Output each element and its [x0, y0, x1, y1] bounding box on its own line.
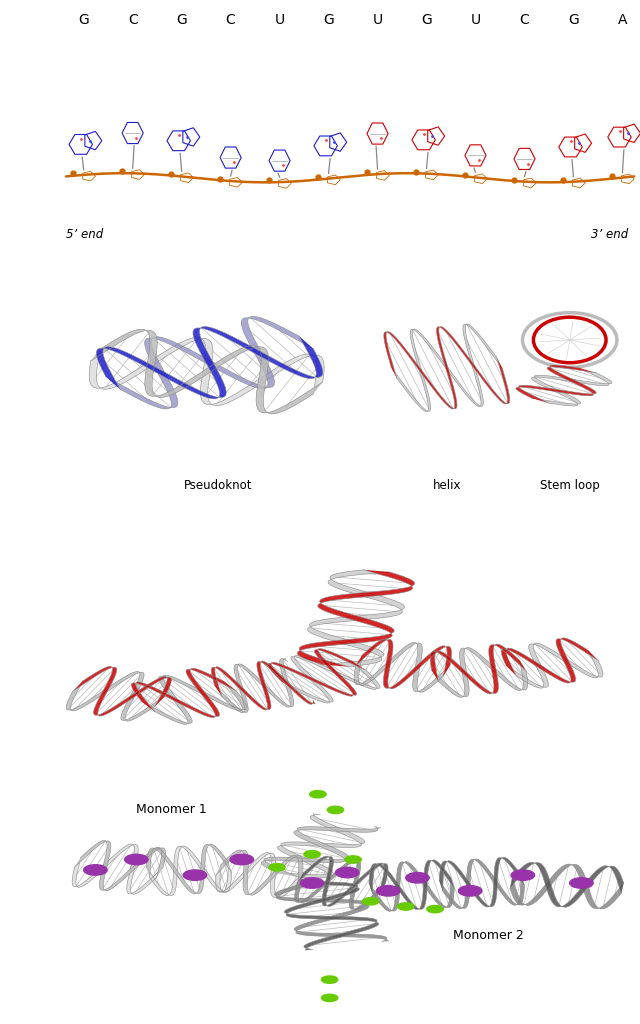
- Circle shape: [321, 976, 338, 983]
- Text: Tertiary: Tertiary: [20, 601, 35, 669]
- Text: 3’ end: 3’ end: [591, 228, 628, 242]
- Polygon shape: [356, 639, 452, 689]
- Polygon shape: [531, 368, 612, 406]
- Polygon shape: [282, 655, 380, 703]
- Circle shape: [304, 851, 320, 858]
- Text: G: G: [323, 12, 334, 27]
- Polygon shape: [97, 327, 323, 399]
- Circle shape: [230, 854, 253, 864]
- Polygon shape: [501, 638, 598, 683]
- Text: G: G: [78, 12, 89, 27]
- Text: C: C: [520, 12, 529, 27]
- Polygon shape: [261, 826, 381, 878]
- Text: Monomer 2: Monomer 2: [452, 929, 524, 942]
- Polygon shape: [308, 569, 404, 667]
- Circle shape: [183, 870, 207, 881]
- Circle shape: [125, 854, 148, 864]
- Polygon shape: [430, 644, 526, 694]
- Text: C: C: [226, 12, 236, 27]
- Circle shape: [511, 870, 534, 881]
- Polygon shape: [73, 667, 172, 716]
- Polygon shape: [369, 860, 454, 909]
- Polygon shape: [432, 647, 528, 697]
- Polygon shape: [147, 844, 232, 894]
- Polygon shape: [278, 813, 365, 878]
- Circle shape: [327, 806, 344, 813]
- Circle shape: [397, 903, 414, 910]
- Text: Monomer 1: Monomer 1: [136, 804, 207, 816]
- Polygon shape: [89, 338, 324, 406]
- Polygon shape: [384, 327, 509, 409]
- Text: Secondary: Secondary: [20, 335, 35, 426]
- Circle shape: [310, 791, 326, 798]
- Polygon shape: [439, 857, 525, 907]
- Polygon shape: [369, 861, 454, 911]
- Polygon shape: [216, 853, 303, 898]
- Polygon shape: [294, 859, 385, 910]
- Polygon shape: [297, 856, 388, 906]
- Polygon shape: [66, 672, 165, 721]
- Polygon shape: [91, 330, 323, 414]
- Polygon shape: [106, 316, 314, 409]
- Polygon shape: [506, 643, 603, 688]
- Polygon shape: [75, 841, 166, 891]
- Text: Primary: Primary: [20, 93, 35, 161]
- Text: A: A: [618, 12, 627, 27]
- Circle shape: [427, 905, 444, 912]
- Text: Pseudoknot: Pseudoknot: [184, 478, 253, 492]
- Polygon shape: [391, 324, 502, 412]
- Text: G: G: [176, 12, 187, 27]
- Polygon shape: [510, 864, 623, 909]
- Circle shape: [84, 864, 107, 876]
- Circle shape: [376, 886, 400, 896]
- Text: G: G: [568, 12, 579, 27]
- Text: U: U: [372, 12, 383, 27]
- Polygon shape: [72, 844, 163, 894]
- Polygon shape: [268, 648, 366, 696]
- Polygon shape: [131, 669, 236, 718]
- Circle shape: [300, 878, 324, 888]
- Text: Stem loop: Stem loop: [540, 478, 600, 492]
- Circle shape: [570, 878, 593, 888]
- Text: G: G: [421, 12, 432, 27]
- Text: Quaternary: Quaternary: [20, 845, 35, 942]
- Polygon shape: [516, 365, 596, 403]
- Polygon shape: [275, 882, 388, 942]
- Circle shape: [362, 898, 379, 905]
- Polygon shape: [439, 859, 525, 908]
- Circle shape: [458, 886, 482, 896]
- Polygon shape: [216, 850, 303, 895]
- Circle shape: [345, 856, 361, 863]
- Text: C: C: [128, 12, 138, 27]
- Polygon shape: [284, 882, 379, 950]
- Circle shape: [335, 867, 359, 878]
- Text: 5’ end: 5’ end: [66, 228, 104, 242]
- Polygon shape: [297, 569, 415, 667]
- Circle shape: [406, 872, 429, 883]
- Text: U: U: [470, 12, 481, 27]
- Circle shape: [269, 863, 285, 871]
- Text: helix: helix: [433, 478, 461, 492]
- Text: U: U: [275, 12, 285, 27]
- Polygon shape: [141, 675, 247, 724]
- Polygon shape: [354, 642, 450, 692]
- Polygon shape: [510, 862, 623, 907]
- Polygon shape: [211, 662, 316, 710]
- Polygon shape: [147, 846, 232, 896]
- Circle shape: [321, 994, 338, 1001]
- Polygon shape: [215, 658, 294, 713]
